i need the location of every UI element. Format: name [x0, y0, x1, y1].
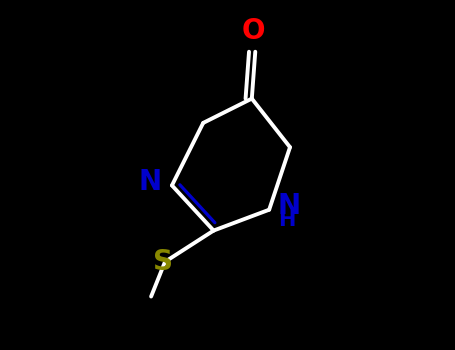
Text: H: H [278, 210, 295, 230]
Text: S: S [153, 248, 173, 276]
Text: O: O [242, 17, 265, 45]
Text: N: N [138, 168, 162, 196]
Text: N: N [278, 192, 301, 220]
